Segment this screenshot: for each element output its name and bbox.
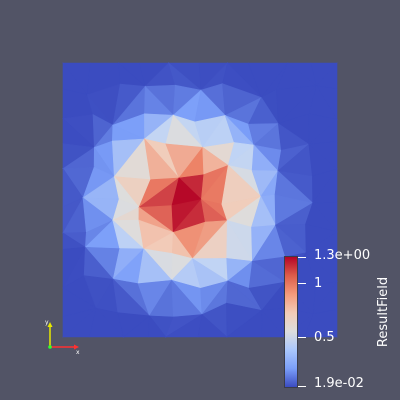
x-axis-label: x xyxy=(76,349,80,356)
mesh-cell xyxy=(197,314,228,338)
mesh-cell xyxy=(89,307,125,338)
orientation-axes[interactable]: x y xyxy=(40,318,84,358)
y-axis-label: y xyxy=(45,319,49,326)
scalar-bar-max-label: 1.3e+00 xyxy=(314,248,371,263)
scalar-bar-label-0-5: 0.5 xyxy=(314,330,335,345)
mesh-cell xyxy=(148,315,167,338)
scalar-bar-min-label: 1.9e-02 xyxy=(314,376,364,391)
mesh-cell xyxy=(261,309,286,338)
scalar-bar-tick-min xyxy=(298,386,306,387)
z-axis-dot-icon xyxy=(48,345,52,349)
scalar-bar-label-1: 1 xyxy=(314,276,323,291)
y-axis-arrow-icon xyxy=(47,322,53,327)
scalar-bar-tick-0-5 xyxy=(298,337,306,338)
mesh-cell xyxy=(303,313,338,338)
scalar-bar-gradient xyxy=(284,256,298,388)
scalar-bar-tick-1 xyxy=(298,283,306,284)
scalar-bar-title: ResultField xyxy=(376,276,391,348)
scalar-bar-tick-max xyxy=(298,257,306,258)
x-axis-arrow-icon xyxy=(74,344,79,350)
